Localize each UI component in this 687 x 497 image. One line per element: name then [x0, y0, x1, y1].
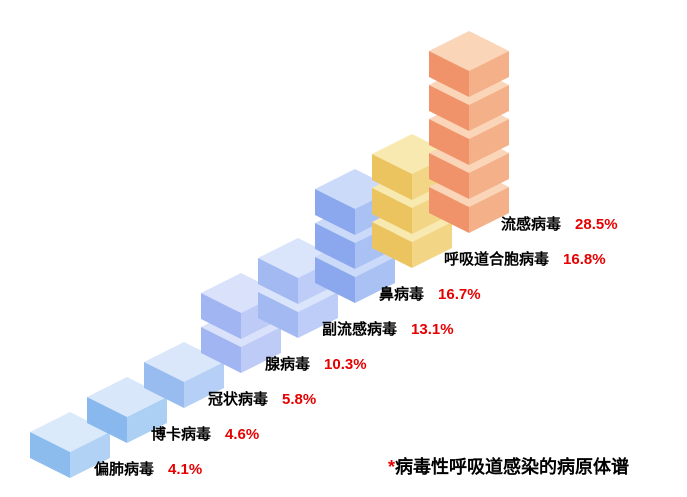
percent-value: 4.6%	[225, 426, 260, 443]
footnote-asterisk: *	[388, 457, 396, 477]
category-name: 副流感病毒	[322, 321, 398, 338]
footnote-text: 病毒性呼吸道感染的病原体谱	[395, 457, 630, 477]
bar-label-冠状病毒: 冠状病毒 5.8%	[208, 391, 316, 408]
cube-stack-流感病毒	[429, 31, 509, 233]
percent-value: 16.7%	[438, 286, 481, 303]
percent-value: 28.5%	[575, 216, 618, 233]
category-name: 腺病毒	[265, 356, 311, 373]
category-name: 流感病毒	[501, 216, 562, 233]
bar-label-博卡病毒: 博卡病毒 4.6%	[151, 426, 259, 443]
category-name: 冠状病毒	[208, 391, 269, 408]
bar-label-呼吸道合胞病毒: 呼吸道合胞病毒 16.8%	[444, 251, 606, 268]
bar-label-鼻病毒: 鼻病毒 16.7%	[379, 286, 481, 303]
bar-label-流感病毒: 流感病毒 28.5%	[501, 216, 618, 233]
footnote: *病毒性呼吸道感染的病原体谱	[388, 453, 629, 479]
percent-value: 16.8%	[563, 251, 606, 268]
category-name: 博卡病毒	[151, 426, 212, 443]
percent-value: 13.1%	[411, 321, 454, 338]
category-name: 鼻病毒	[379, 286, 425, 303]
category-name: 呼吸道合胞病毒	[444, 251, 550, 268]
bar-label-副流感病毒: 副流感病毒 13.1%	[322, 321, 454, 338]
cube	[429, 31, 509, 97]
percent-value: 10.3%	[324, 356, 367, 373]
bar-label-偏肺病毒: 偏肺病毒 4.1%	[94, 461, 202, 478]
percent-value: 4.1%	[168, 461, 203, 478]
category-name: 偏肺病毒	[94, 461, 155, 478]
bar-label-腺病毒: 腺病毒 10.3%	[265, 356, 367, 373]
percent-value: 5.8%	[282, 391, 317, 408]
